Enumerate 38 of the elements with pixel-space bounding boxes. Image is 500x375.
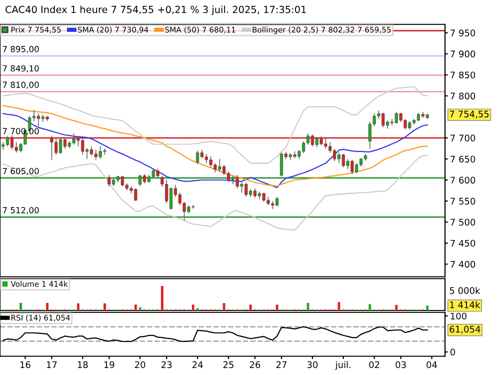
y-tick-label: 7 850	[450, 72, 476, 78]
y-tick-label: 7 700	[450, 134, 476, 142]
y-tick-label: 7 800	[450, 92, 476, 100]
y-tick-label: 7 500	[450, 218, 476, 226]
x-tick-label: 16	[20, 361, 30, 368]
x-tick-label: 27	[276, 361, 286, 368]
chart-title: CAC40 Index 1 heure 7 754,55 +0,21 % 3 juil. 2025, 17:35:01	[6, 6, 306, 16]
y-tick-label: 7 950	[450, 30, 476, 36]
ref-line-label: 7 512,00	[2, 207, 39, 214]
text: 7 754,55	[450, 110, 489, 118]
ref-line-label: 7 810,00	[2, 82, 39, 89]
x-tick-label: 23	[162, 361, 172, 368]
y-tick-label: 7 400	[450, 260, 476, 268]
text: 5 000k	[450, 287, 480, 294]
x-tick-label: 02	[369, 361, 380, 368]
x-tick-label: 25	[223, 361, 234, 368]
y-tick-label: 7 900	[450, 50, 476, 58]
x-tick-label: 17	[46, 361, 57, 368]
y-tick-label: 7 600	[450, 176, 476, 184]
x-tick-label: juil.	[335, 361, 350, 370]
x-tick-label: 20	[135, 361, 146, 368]
ref-line-label: 7 895,00	[2, 46, 39, 54]
x-tick-label: 19	[104, 361, 114, 368]
y-tick-label: 0	[450, 348, 456, 356]
y-tick-label: 100	[450, 312, 466, 320]
ref-line-label: 7 605,00	[2, 168, 39, 176]
y-tick-label: 7 650	[450, 156, 476, 163]
x-tick-label: 04	[426, 361, 437, 368]
text: 1 414k	[450, 301, 480, 308]
x-tick-label: 18	[78, 361, 88, 368]
y-tick-label: 7 450	[450, 240, 476, 247]
ref-line-label: 7 849,10	[2, 65, 39, 72]
x-tick-label: 30	[307, 361, 318, 368]
x-tick-label: 26	[250, 361, 260, 368]
y-tick-label: 7 550	[450, 198, 476, 205]
text: 61,054	[450, 326, 480, 334]
x-tick-label: 03	[396, 361, 406, 368]
x-tick-label: 24	[192, 361, 203, 368]
